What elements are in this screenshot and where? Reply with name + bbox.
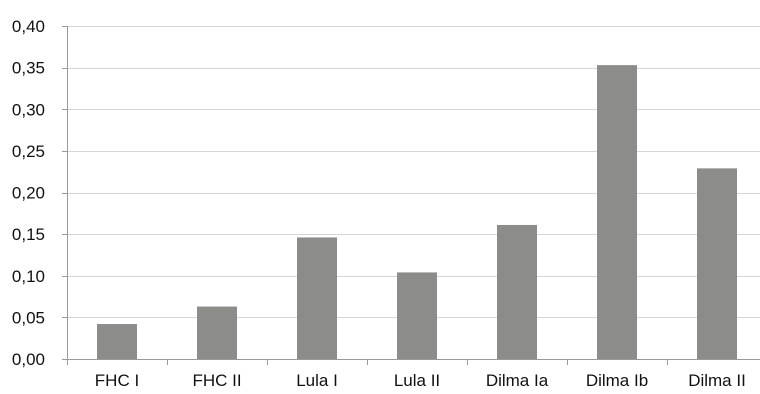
y-tick-label: 0,10 xyxy=(12,267,45,286)
x-tick-label: Dilma II xyxy=(688,371,746,390)
bar xyxy=(197,306,237,359)
y-tick-label: 0,25 xyxy=(12,142,45,161)
y-tick-label: 0,35 xyxy=(12,59,45,78)
x-tick-label: Dilma Ia xyxy=(486,371,549,390)
y-tick-label: 0,20 xyxy=(12,184,45,203)
x-tick-label: Lula I xyxy=(296,371,338,390)
axes xyxy=(62,26,760,365)
y-tick-label: 0,40 xyxy=(12,17,45,36)
x-tick-label: FHC I xyxy=(95,371,139,390)
bar xyxy=(697,168,737,359)
x-tick-labels: FHC I FHC II Lula I Lula II Dilma Ia Dilma Ib… xyxy=(95,371,746,390)
y-tick-label: 0,30 xyxy=(12,100,45,119)
bar xyxy=(397,272,437,359)
bar xyxy=(597,65,637,359)
x-tick-label: Dilma Ib xyxy=(586,371,648,390)
bars xyxy=(97,65,737,359)
x-tick-label: Lula II xyxy=(394,371,440,390)
bar xyxy=(297,237,337,359)
y-tick-labels: 0,00 0,05 0,10 0,15 0,20 0,25 0,30 0,35 0,40 xyxy=(12,17,45,369)
bar xyxy=(497,224,537,359)
x-tick-label: FHC II xyxy=(192,371,241,390)
bar xyxy=(97,324,137,359)
y-tick-label: 0,00 xyxy=(12,350,45,369)
y-tick-label: 0,15 xyxy=(12,225,45,244)
gridlines xyxy=(67,26,760,318)
y-tick-label: 0,05 xyxy=(12,308,45,327)
